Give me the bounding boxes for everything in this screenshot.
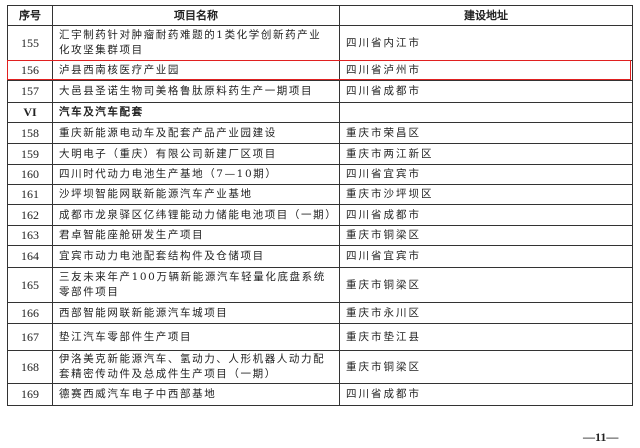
table-row: 155 汇宇制药针对肿瘤耐药难题的1类化学创新药产业化攻坚集群项目 四川省内江市 bbox=[7, 25, 633, 61]
project-address: 重庆市荣昌区 bbox=[339, 122, 633, 144]
row-number: 165 bbox=[7, 267, 53, 303]
project-name: 汇宇制药针对肿瘤耐药难题的1类化学创新药产业化攻坚集群项目 bbox=[52, 25, 340, 61]
row-number: 162 bbox=[7, 204, 53, 226]
project-name: 四川时代动力电池生产基地（7—10期） bbox=[52, 164, 340, 185]
row-number: 156 bbox=[7, 60, 53, 81]
project-address: 四川省宜宾市 bbox=[339, 245, 633, 268]
table-row: 157 大邑县圣诺生物司美格鲁肽原料药生产一期项目 四川省成都市 bbox=[7, 80, 633, 103]
project-address: 四川省宜宾市 bbox=[339, 164, 633, 185]
table-row: 162 成都市龙泉驿区亿纬锂能动力储能电池项目（一期） 四川省成都市 bbox=[7, 204, 633, 226]
row-number: 160 bbox=[7, 164, 53, 185]
table-row: 159 大明电子（重庆）有限公司新建厂区项目 重庆市两江新区 bbox=[7, 143, 633, 165]
project-name: 垫江汽车零部件生产项目 bbox=[52, 323, 340, 351]
header-project-name: 项目名称 bbox=[52, 5, 340, 26]
table-row: 166 西部智能网联新能源汽车城项目 重庆市永川区 bbox=[7, 302, 633, 324]
table-row: 164 宜宾市动力电池配套结构件及仓储项目 四川省宜宾市 bbox=[7, 245, 633, 268]
project-address: 重庆市铜梁区 bbox=[339, 267, 633, 303]
project-name: 泸县西南核医疗产业园 bbox=[52, 60, 340, 81]
project-name: 沙坪坝智能网联新能源汽车产业基地 bbox=[52, 184, 340, 205]
project-address: 四川省内江市 bbox=[339, 25, 633, 61]
project-name: 德赛西威汽车电子中西部基地 bbox=[52, 383, 340, 406]
row-number: 169 bbox=[7, 383, 53, 406]
row-number: VI bbox=[7, 102, 53, 123]
row-number: 161 bbox=[7, 184, 53, 205]
project-name: 大明电子（重庆）有限公司新建厂区项目 bbox=[52, 143, 340, 165]
row-number: 167 bbox=[7, 323, 53, 351]
table-header-row: 序号 项目名称 建设地址 bbox=[7, 5, 633, 26]
row-number: 159 bbox=[7, 143, 53, 165]
project-name: 重庆新能源电动车及配套产品产业园建设 bbox=[52, 122, 340, 144]
project-address: 四川省成都市 bbox=[339, 204, 633, 226]
project-address: 重庆市铜梁区 bbox=[339, 225, 633, 246]
project-name: 成都市龙泉驿区亿纬锂能动力储能电池项目（一期） bbox=[52, 204, 340, 226]
project-name: 西部智能网联新能源汽车城项目 bbox=[52, 302, 340, 324]
row-number: 168 bbox=[7, 350, 53, 384]
project-address: 重庆市永川区 bbox=[339, 302, 633, 324]
project-address: 重庆市沙坪坝区 bbox=[339, 184, 633, 205]
project-address: 四川省成都市 bbox=[339, 383, 633, 406]
table-row: 158 重庆新能源电动车及配套产品产业园建设 重庆市荣昌区 bbox=[7, 122, 633, 144]
project-name: 汽车及汽车配套 bbox=[52, 102, 340, 123]
row-number: 155 bbox=[7, 25, 53, 61]
project-address: 四川省泸州市 bbox=[339, 60, 633, 81]
project-name: 伊洛美克新能源汽车、氢动力、人形机器人动力配套精密传动件及总成件生产项目（一期） bbox=[52, 350, 340, 384]
table-row: 167 垫江汽车零部件生产项目 重庆市垫江县 bbox=[7, 323, 633, 351]
header-index: 序号 bbox=[7, 5, 53, 26]
row-number: 163 bbox=[7, 225, 53, 246]
project-address: 四川省成都市 bbox=[339, 80, 633, 103]
project-name: 大邑县圣诺生物司美格鲁肽原料药生产一期项目 bbox=[52, 80, 340, 103]
project-name: 宜宾市动力电池配套结构件及仓储项目 bbox=[52, 245, 340, 268]
table-row: 160 四川时代动力电池生产基地（7—10期） 四川省宜宾市 bbox=[7, 164, 633, 185]
page-number: —11— bbox=[583, 430, 619, 444]
row-number: 164 bbox=[7, 245, 53, 268]
project-address: 重庆市铜梁区 bbox=[339, 350, 633, 384]
row-number: 158 bbox=[7, 122, 53, 144]
project-name: 三友未来年产100万辆新能源汽车轻量化底盘系统零部件项目 bbox=[52, 267, 340, 303]
table-row: 168 伊洛美克新能源汽车、氢动力、人形机器人动力配套精密传动件及总成件生产项目（… bbox=[7, 350, 633, 384]
header-address: 建设地址 bbox=[339, 5, 633, 26]
project-address: 重庆市两江新区 bbox=[339, 143, 633, 165]
project-address: 重庆市垫江县 bbox=[339, 323, 633, 351]
project-address bbox=[339, 102, 633, 123]
table-row: 169 德赛西威汽车电子中西部基地 四川省成都市 bbox=[7, 383, 633, 406]
table-row: 156 泸县西南核医疗产业园 四川省泸州市 bbox=[7, 60, 633, 81]
table-row: 165 三友未来年产100万辆新能源汽车轻量化底盘系统零部件项目 重庆市铜梁区 bbox=[7, 267, 633, 303]
project-table: 序号 项目名称 建设地址 155 汇宇制药针对肿瘤耐药难题的1类化学创新药产业化攻… bbox=[7, 5, 633, 406]
table-row: 161 沙坪坝智能网联新能源汽车产业基地 重庆市沙坪坝区 bbox=[7, 184, 633, 205]
table-row: 163 君卓智能座舱研发生产项目 重庆市铜梁区 bbox=[7, 225, 633, 246]
row-number: 166 bbox=[7, 302, 53, 324]
row-number: 157 bbox=[7, 80, 53, 103]
category-row: VI 汽车及汽车配套 bbox=[7, 102, 633, 123]
project-name: 君卓智能座舱研发生产项目 bbox=[52, 225, 340, 246]
